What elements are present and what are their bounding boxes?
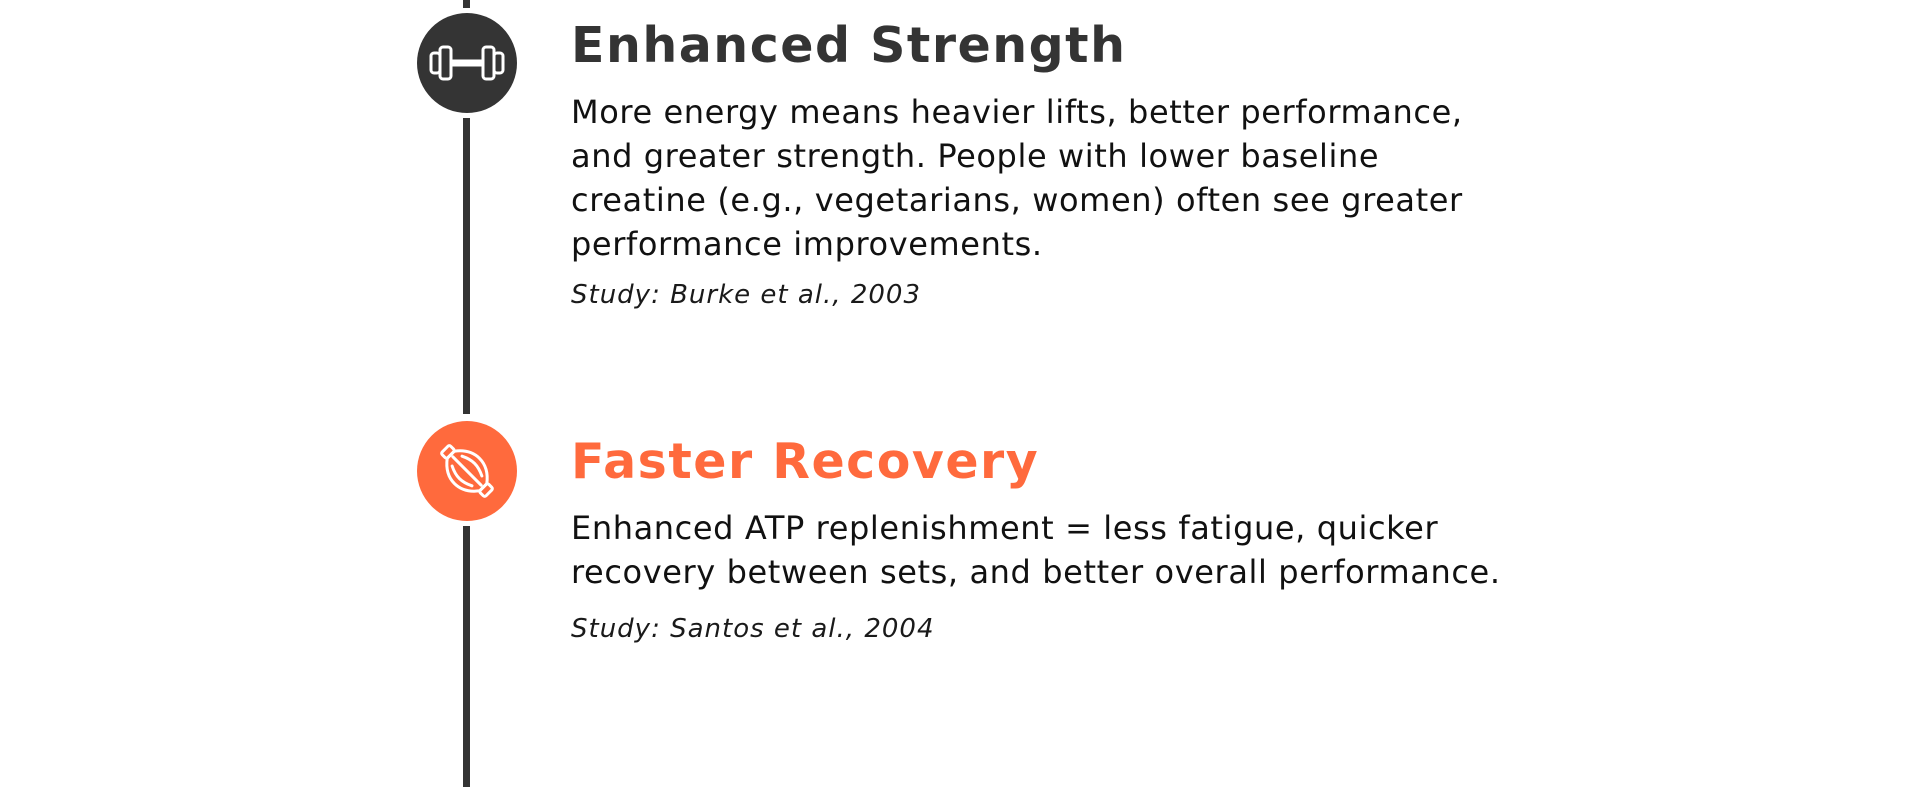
muscle-icon: [435, 439, 499, 503]
dumbbell-icon: [429, 43, 505, 83]
timeline-item-strength: Enhanced Strength More energy means heav…: [571, 16, 1491, 310]
item-citation: Study: Santos et al., 2004: [571, 614, 935, 644]
item-description: Enhanced ATP replenishment = less fatigu…: [571, 509, 1501, 591]
item-description: More energy means heavier lifts, better …: [571, 93, 1463, 263]
timeline-line-middle: [463, 118, 470, 414]
timeline-node-recovery: [417, 421, 517, 521]
timeline-line-bottom: [463, 526, 470, 787]
item-citation: Study: Burke et al., 2003: [571, 280, 921, 310]
item-title: Enhanced Strength: [571, 17, 1127, 74]
timeline-line-top: [463, 0, 470, 8]
item-title: Faster Recovery: [571, 433, 1040, 490]
timeline-node-strength: [417, 13, 517, 113]
timeline-item-recovery: Faster Recovery Enhanced ATP replenishme…: [571, 432, 1500, 644]
